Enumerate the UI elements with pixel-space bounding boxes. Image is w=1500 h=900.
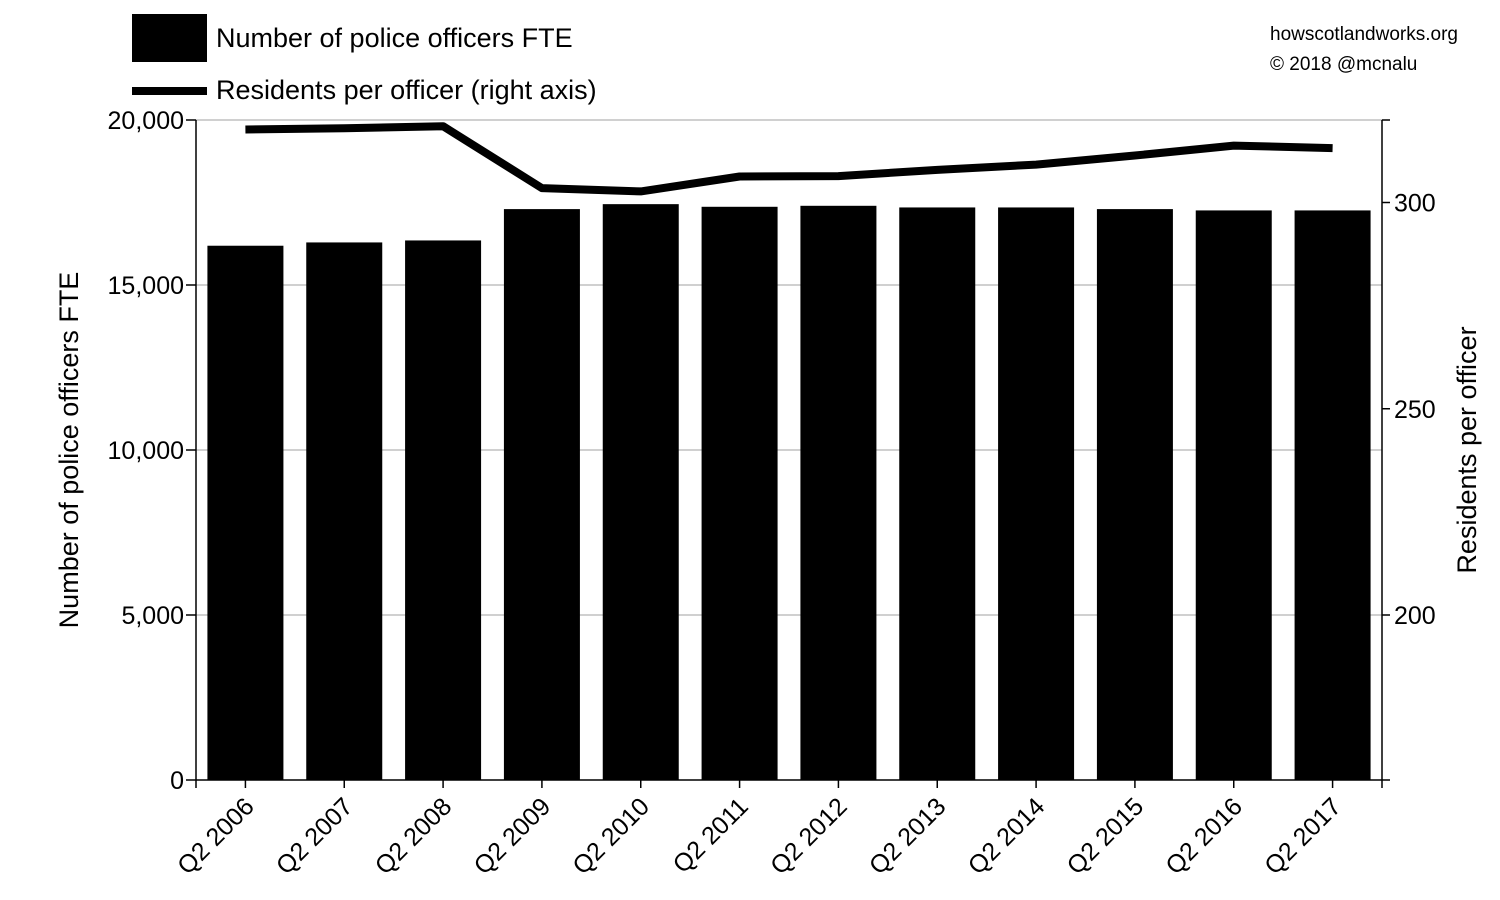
y2-tick-label: 250 — [1394, 396, 1436, 424]
y2-tick-label: 300 — [1394, 190, 1436, 218]
bar — [1195, 210, 1272, 781]
bar — [405, 240, 482, 780]
y2-axis-ticks: 200 250 300 — [1382, 190, 1436, 630]
legend: Number of police officers FTE Residents … — [132, 14, 597, 105]
x-tick-label: Q2 2014 — [963, 792, 1051, 880]
bar — [207, 245, 284, 781]
bar — [1096, 209, 1173, 781]
bar — [998, 207, 1075, 780]
x-tick-label: Q2 2008 — [370, 792, 458, 880]
x-tick-label: Q2 2017 — [1259, 792, 1347, 880]
residents-per-officer-line — [245, 122, 1333, 196]
x-tick-label: Q2 2011 — [668, 792, 754, 878]
y-tick-label: 0 — [170, 767, 184, 795]
gridlines — [196, 119, 1382, 616]
bar-series — [207, 204, 1371, 781]
axes — [195, 119, 1390, 788]
x-tick-label: Q2 2013 — [864, 792, 952, 880]
x-tick-label: Q2 2006 — [172, 792, 260, 880]
x-tick-label: Q2 2016 — [1160, 792, 1248, 880]
credit-copyright: © 2018 @mcnalu — [1270, 54, 1417, 75]
bar — [503, 209, 580, 781]
bar — [701, 206, 778, 781]
x-tick-label: Q2 2009 — [469, 792, 557, 880]
legend-bar-swatch — [132, 14, 207, 62]
x-tick-label: Q2 2015 — [1062, 792, 1150, 880]
y-tick-label: 10,000 — [108, 437, 184, 465]
bar — [899, 207, 976, 780]
y-tick-label: 15,000 — [108, 272, 184, 300]
x-tick-label: Q2 2012 — [765, 792, 853, 880]
bar — [1294, 210, 1371, 781]
bar — [602, 204, 679, 780]
credit-site: howscotlandworks.org — [1270, 24, 1458, 45]
legend-bar-label: Number of police officers FTE — [216, 23, 573, 53]
y-axis-ticks: 0 5,000 10,000 15,000 20,000 — [108, 107, 196, 795]
y-axis-title: Number of police officers FTE — [54, 272, 84, 629]
x-tick-label: Q2 2007 — [271, 792, 359, 880]
line-series — [245, 122, 1333, 196]
legend-line-label: Residents per officer (right axis) — [216, 75, 597, 105]
bar — [800, 205, 877, 781]
y-tick-label: 20,000 — [108, 107, 184, 135]
y2-tick-label: 200 — [1394, 602, 1436, 630]
x-axis-ticks: Q2 2006 Q2 2007 Q2 2008 Q2 2009 Q2 2010 Q2 20… — [172, 780, 1347, 880]
x-tick-label: Q2 2010 — [567, 792, 655, 880]
bar — [306, 242, 383, 780]
y-tick-label: 5,000 — [121, 602, 184, 630]
y2-axis-title: Residents per officer — [1452, 326, 1482, 573]
